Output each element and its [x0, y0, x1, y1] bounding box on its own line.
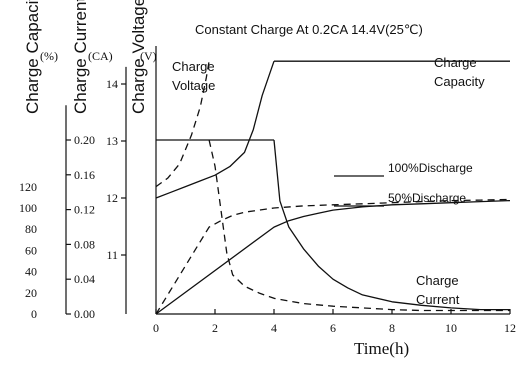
capacity-tick-label-3: 60	[25, 243, 37, 257]
voltage-axis-unit: (V)	[140, 49, 157, 63]
current-tick-label-0: 0.00	[74, 307, 95, 321]
current-annotation-line1: Charge	[416, 273, 459, 288]
legend: 100%Discharge 50%Discharge	[334, 161, 473, 207]
series-line-current-6	[208, 139, 510, 312]
series-line-capacity-4	[155, 198, 511, 315]
x-tick-label-6: 12	[504, 321, 516, 335]
x-tick-label-5: 10	[445, 321, 457, 335]
series-line-current-5	[273, 139, 510, 311]
x-axis-title: Time(h)	[354, 339, 409, 358]
capacity-tick-label-2: 40	[25, 265, 37, 279]
x-tick-label-1: 2	[212, 321, 218, 335]
axes: 0204060801001200.000.040.080.120.160.201…	[19, 46, 516, 335]
chart-title: Constant Charge At 0.2CA 14.4V(25℃)	[195, 22, 423, 37]
voltage-tick-label-2: 13	[106, 134, 118, 148]
series-lines	[155, 60, 511, 315]
capacity-annotation-line1: Charge	[434, 55, 477, 70]
legend-label-50: 50%Discharge	[388, 191, 466, 205]
x-tick-label-0: 0	[153, 321, 159, 335]
voltage-tick-label-3: 14	[106, 77, 118, 91]
capacity-tick-label-4: 80	[25, 222, 37, 236]
current-axis-title: Charge Current	[71, 0, 90, 114]
voltage-axis-title: Charge Voltage	[129, 0, 148, 114]
legend-label-100: 100%Discharge	[388, 161, 473, 175]
current-annotation-line2: Current	[416, 292, 460, 307]
x-tick-label-4: 8	[389, 321, 395, 335]
capacity-tick-label-0: 0	[31, 307, 37, 321]
x-tick-label-3: 6	[330, 321, 336, 335]
axis-titles: Charge Capacity Charge Current Charge Vo…	[23, 0, 157, 114]
capacity-axis-title: Charge Capacity	[23, 0, 42, 114]
series-line-voltage-0	[155, 60, 275, 199]
voltage-tick-label-0: 11	[106, 248, 118, 262]
voltage-annotation-line2: Voltage	[172, 78, 215, 93]
current-tick-label-4: 0.16	[74, 168, 95, 182]
annotations: Charge Voltage Charge Capacity Charge Cu…	[172, 55, 485, 307]
series-line-voltage-1	[155, 61, 210, 188]
capacity-tick-label-5: 100	[19, 201, 37, 215]
current-axis-unit: (CA)	[88, 49, 113, 63]
voltage-tick-label-1: 12	[106, 191, 118, 205]
voltage-annotation-line1: Charge	[172, 59, 215, 74]
current-tick-label-3: 0.12	[74, 203, 95, 217]
capacity-tick-label-6: 120	[19, 180, 37, 194]
current-tick-label-5: 0.20	[74, 133, 95, 147]
x-tick-label-2: 4	[271, 321, 277, 335]
current-tick-label-1: 0.04	[74, 272, 95, 286]
capacity-axis-unit: (%)	[40, 49, 58, 63]
capacity-annotation-line2: Capacity	[434, 74, 485, 89]
current-tick-label-2: 0.08	[74, 237, 95, 251]
capacity-tick-label-1: 20	[25, 286, 37, 300]
